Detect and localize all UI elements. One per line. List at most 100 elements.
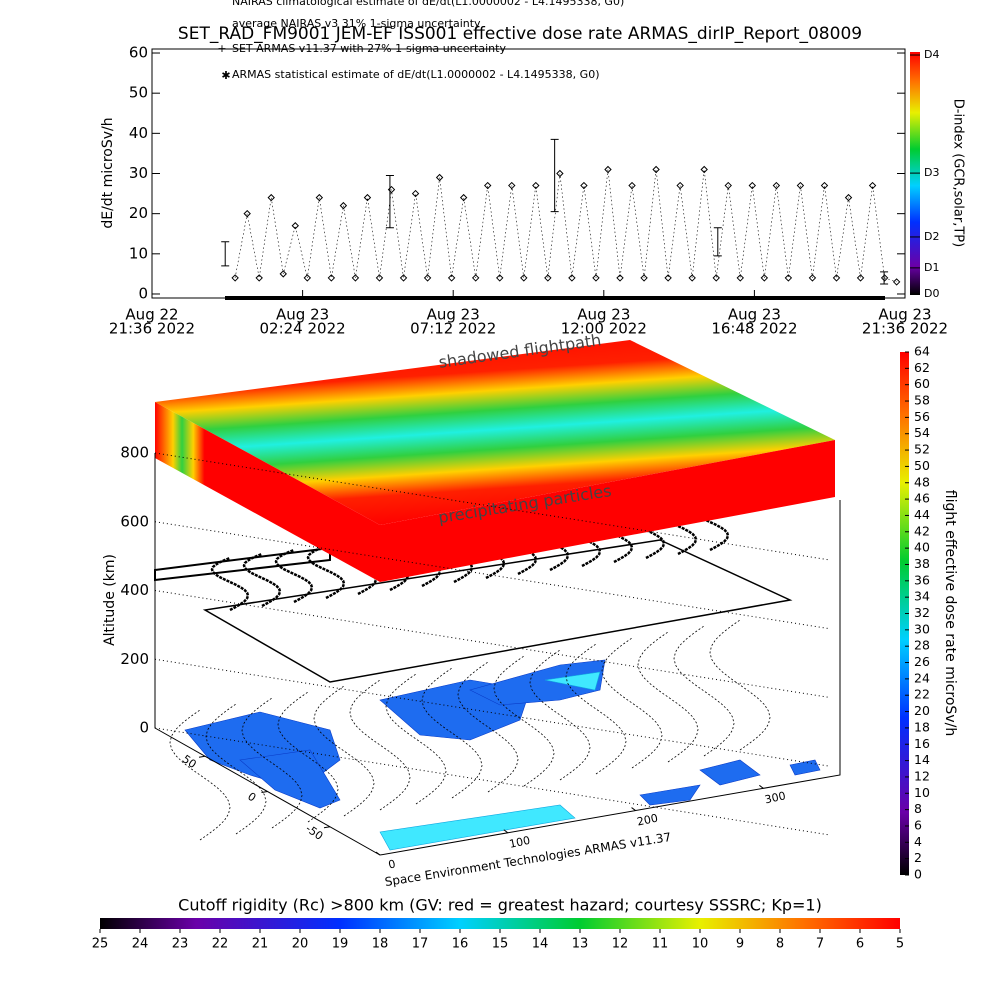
dose-point (652, 165, 660, 174)
colorbar2-tick-label: 21 (252, 937, 269, 952)
y-tick-label: 50 (180, 752, 199, 771)
dose-point (520, 274, 528, 282)
land (379, 804, 576, 851)
ground-track (529, 649, 591, 781)
colorbar2-tick-label: 13 (572, 937, 589, 952)
y-tick (323, 826, 331, 829)
x-tick-label: Aug 23 (276, 306, 329, 324)
colorbar2-tick-label: 20 (292, 937, 309, 952)
flight-plane (202, 539, 793, 683)
y2-tick-label: D0 (924, 287, 939, 300)
error-bar (713, 227, 722, 257)
colorbar2-tick-label: 9 (736, 937, 744, 952)
colorbar-tick-label: 4 (914, 834, 922, 849)
dose-line (234, 169, 897, 283)
colorbar-tick-label: 24 (914, 670, 930, 685)
dose-point (532, 181, 540, 190)
plot-frame (151, 48, 906, 299)
ground-track (673, 625, 735, 757)
colorbar2-tick-label: 15 (492, 937, 509, 952)
x-tick-label: 0 (387, 857, 397, 871)
colorbar2-tick-label: 16 (452, 937, 469, 952)
colorbar2-tick-label: 17 (412, 937, 429, 952)
y-tick-label: 60 (129, 44, 148, 62)
ground-track (313, 685, 375, 817)
dose-point (736, 274, 744, 282)
y2-axis-label: D-index (GCR,solar,TP) (951, 99, 966, 247)
dose-point (628, 181, 636, 190)
colorbar-tick-label: 46 (914, 491, 930, 506)
colorbar-tick-label: 62 (914, 360, 930, 375)
colorbar-tick-label: 16 (914, 736, 930, 751)
colorbar-tick-label: 12 (914, 768, 930, 783)
dose-point (279, 270, 287, 278)
ground-track (385, 673, 447, 805)
dose-point (556, 169, 564, 178)
land (544, 671, 601, 691)
chart-title: SET_RAD_FM9001 JEM-EF ISS001 effective d… (178, 24, 862, 44)
ground-track (565, 643, 627, 775)
colorbar-tick-label: 28 (914, 638, 930, 653)
dose-slab-side (155, 402, 380, 582)
dose-point (484, 181, 492, 190)
y-tick-label: 30 (129, 164, 148, 182)
colorbar2-tick-label: 8 (776, 937, 784, 952)
colorbar-tick-label: 42 (914, 523, 930, 538)
z-grid-line (154, 590, 831, 698)
colorbar2-label: Cutoff rigidity (Rc) >800 km (GV: red = … (178, 896, 822, 915)
y2-tick-label: D4 (924, 48, 939, 61)
colorbar-tick-label: 60 (914, 376, 930, 391)
ground-track (709, 619, 771, 751)
ground-track (205, 703, 267, 835)
dose-point (435, 173, 444, 182)
ground-track (169, 709, 231, 841)
dose-point (363, 193, 372, 202)
legend-entry: ARMAS statistical estimate of dE/dt(L1.0… (232, 68, 599, 81)
land (789, 759, 821, 776)
x-tick (759, 784, 764, 789)
dose-point (399, 274, 408, 282)
colorbar-tick-label: 58 (914, 393, 930, 408)
dose-point (315, 193, 324, 202)
legend-symbol: ✱ (221, 69, 230, 82)
dose-point (796, 181, 805, 190)
land (469, 659, 606, 706)
x-tick (631, 807, 636, 811)
error-bar (385, 175, 394, 229)
shadowed-track (154, 546, 331, 582)
colorbar2-tick-label: 18 (372, 937, 389, 952)
colorbar2-tick-label: 10 (692, 937, 709, 952)
ground-track (601, 637, 663, 769)
dose-point (327, 274, 336, 282)
y-tick-label: 10 (129, 244, 148, 262)
colorbar-tick-label: 8 (914, 801, 922, 816)
colorbar2-tick-label: 19 (332, 937, 349, 952)
dose-point (868, 181, 877, 190)
dose-point (760, 274, 769, 282)
dose-point (592, 274, 600, 282)
dose-point (580, 181, 588, 190)
colorbar-tick-label: 50 (914, 458, 930, 473)
dose-point (616, 274, 624, 282)
x-tick (375, 851, 381, 856)
z-tick-label: 200 (120, 650, 149, 668)
z-tick-label: 800 (120, 444, 149, 462)
colorbar-tick-label: 38 (914, 556, 930, 571)
dose-point (496, 274, 504, 282)
colorbar-tick-label: 48 (914, 474, 930, 489)
dose-point (339, 201, 348, 210)
dose-point (700, 165, 708, 174)
y-tick-label: -50 (303, 822, 325, 843)
dose-point (568, 274, 576, 282)
colorbar-tick-label: 44 (914, 507, 930, 522)
track-curve (210, 556, 250, 612)
colorbar-tick-label: 40 (914, 540, 930, 555)
land (639, 784, 701, 806)
track-curve (242, 552, 282, 608)
z-tick-label: 0 (139, 719, 149, 737)
dose-point (892, 278, 901, 286)
colorbar2-tick-label: 24 (132, 937, 149, 952)
dose-point (351, 274, 360, 282)
error-bar (880, 271, 889, 285)
colorbar2-tick-label: 6 (856, 937, 864, 952)
